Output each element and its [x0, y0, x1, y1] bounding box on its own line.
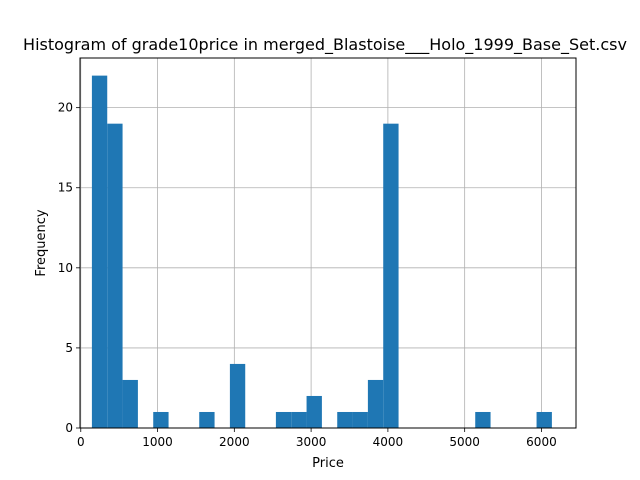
plot-frame	[79, 57, 577, 429]
x-tick-label-5: 5000	[449, 435, 480, 449]
histogram-bar-4	[153, 411, 169, 428]
histogram-bar-18	[367, 379, 384, 428]
histogram-bar-2	[122, 379, 138, 428]
y-tick-label-1: 5	[65, 341, 73, 355]
histogram-bar-12	[275, 411, 292, 428]
y-axis-ticks: 0 5 10 15 20	[58, 101, 80, 435]
histogram-bar-19	[383, 123, 399, 429]
histogram-bar-17	[352, 411, 368, 428]
y-tick-label-4: 20	[58, 101, 73, 115]
histogram-bar-7	[199, 411, 215, 428]
y-axis-label: Frequency	[34, 209, 49, 276]
x-tick-label-3: 3000	[296, 435, 327, 449]
histogram-bar-1	[107, 123, 123, 429]
histogram-bar-9	[229, 363, 246, 428]
histogram-bar-29	[536, 411, 552, 428]
y-tick-label-0: 0	[65, 421, 73, 435]
histogram-bars	[91, 75, 552, 429]
histogram-bar-25	[475, 411, 491, 428]
x-axis-label: Price	[312, 456, 344, 471]
histogram-bar-14	[306, 395, 322, 428]
x-tick-label-1: 1000	[142, 435, 173, 449]
chart-title: Histogram of grade10price in merged_Blas…	[23, 35, 627, 55]
histogram-bar-0	[91, 75, 108, 428]
histogram-bar-13	[291, 411, 307, 428]
x-tick-label-4: 4000	[373, 435, 404, 449]
histogram-bar-16	[337, 411, 353, 428]
x-tick-label-0: 0	[77, 435, 85, 449]
y-tick-label-3: 15	[58, 181, 73, 195]
x-axis-ticks: 0 1000 2000 3000 4000 5000 6000	[77, 428, 557, 449]
x-tick-label-2: 2000	[219, 435, 250, 449]
x-tick-label-6: 6000	[526, 435, 557, 449]
y-tick-label-2: 10	[58, 261, 73, 275]
